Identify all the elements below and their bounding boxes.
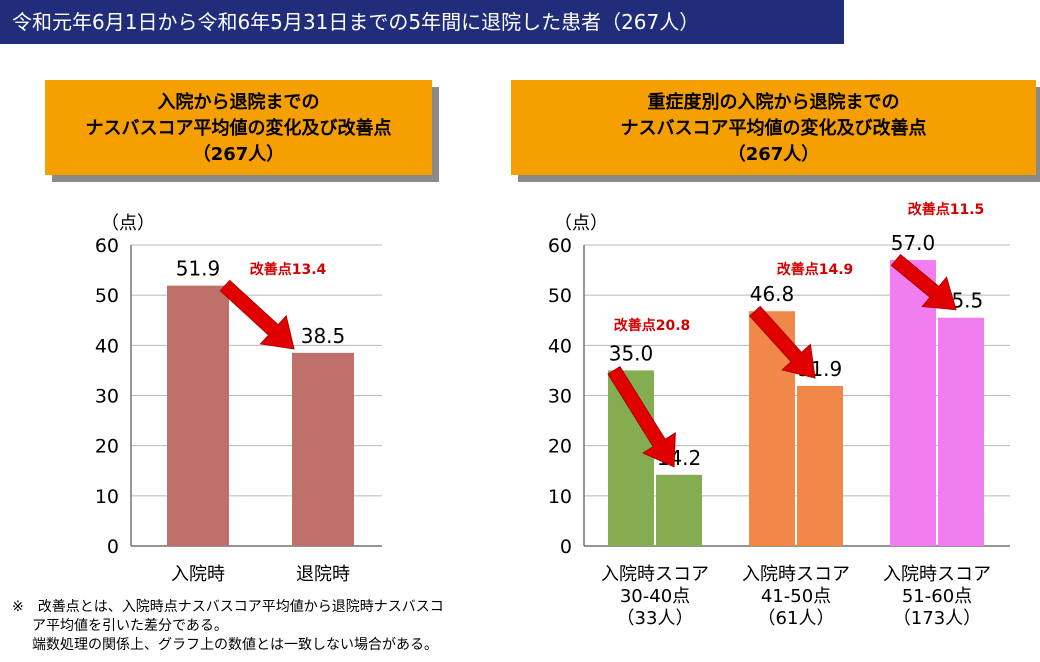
right-ytick-label: 0 — [560, 536, 572, 558]
left-title-line1: 入院から退院までの — [157, 92, 320, 113]
right-bar-group2-discharge — [797, 385, 843, 546]
right-category-label-line: （61人） — [758, 608, 835, 629]
right-ytick-label: 20 — [548, 436, 572, 458]
left-ytick-label: 30 — [95, 386, 119, 408]
left-bar-data-label: 38.5 — [301, 324, 346, 348]
footnote-line2: ア平均値を引いた差分である。 — [32, 618, 228, 634]
left-ytick-label: 60 — [95, 235, 119, 257]
right-category-label-line: （33人） — [617, 608, 694, 629]
right-chart-title-box: 重症度別の入院から退院までの ナスバスコア平均値の変化及び改善点 （267人） — [511, 80, 1036, 175]
left-chart-title-box: 入院から退院までの ナスバスコア平均値の変化及び改善点 （267人） — [45, 80, 432, 175]
right-title-line2: ナスバスコア平均値の変化及び改善点 — [620, 118, 927, 139]
right-ytick-label: 60 — [548, 235, 572, 257]
right-improvement-label: 改善点14.9 — [777, 261, 854, 278]
right-category-label-line: 入院時スコア — [742, 564, 850, 585]
page-title: 令和元年6月1日から令和6年5月31日までの5年間に退院した患者（267人） — [12, 10, 700, 34]
right-ytick-label: 10 — [548, 486, 572, 508]
right-bar-data-label: 46.8 — [750, 282, 795, 306]
right-bar-group3-admission — [890, 260, 936, 546]
right-bar-data-label: 35.0 — [609, 341, 654, 365]
left-title-line3: （267人） — [192, 144, 285, 165]
right-bar-group1-discharge — [656, 474, 702, 546]
right-ytick-label: 50 — [548, 285, 572, 307]
right-title-line1: 重症度別の入院から退院までの — [647, 92, 900, 113]
left-ytick-label: 0 — [107, 536, 119, 558]
left-bar-data-label: 51.9 — [176, 257, 221, 281]
right-bar-group3-discharge — [938, 317, 984, 546]
footnote-line1: ※ 改善点とは、入院時点ナスバスコア平均値から退院時ナスバスコ — [12, 599, 444, 615]
left-category-label: 退院時 — [296, 564, 350, 585]
right-improvement-label: 改善点20.8 — [614, 317, 691, 334]
left-improvement-label: 改善点13.4 — [250, 261, 327, 278]
left-ytick-label: 50 — [95, 285, 119, 307]
left-ylabel: （点） — [101, 213, 155, 234]
left-bar-入院時 — [167, 285, 229, 546]
right-improvement-arrow — [607, 366, 676, 468]
left-improvement-arrow — [219, 279, 295, 350]
right-category-label-line: 41-50点 — [761, 586, 831, 607]
right-ylabel: （点） — [554, 213, 608, 234]
left-category-label: 入院時 — [171, 564, 225, 585]
right-category-label-line: 51-60点 — [902, 586, 972, 607]
right-category-label-line: 30-40点 — [620, 586, 690, 607]
right-category-label-line: 入院時スコア — [601, 564, 709, 585]
right-improvement-arrow — [749, 305, 816, 379]
right-category-label-line: 入院時スコア — [883, 564, 991, 585]
right-category-label-line: （173人） — [893, 608, 981, 629]
right-ytick-label: 40 — [548, 335, 572, 357]
left-ytick-label: 10 — [95, 486, 119, 508]
right-title-line3: （267人） — [727, 144, 820, 165]
left-ytick-label: 20 — [95, 436, 119, 458]
right-improvement-label: 改善点11.5 — [908, 201, 985, 218]
left-ytick-label: 40 — [95, 335, 119, 357]
footnote: ※ 改善点とは、入院時点ナスバスコア平均値から退院時ナスバスコ ア平均値を引いた… — [12, 598, 444, 655]
left-title-line2: ナスバスコア平均値の変化及び改善点 — [85, 118, 392, 139]
page-header: 令和元年6月1日から令和6年5月31日までの5年間に退院した患者（267人） — [0, 0, 844, 44]
footnote-line3: 端数処理の関係上、グラフ上の数値とは一致しない場合がある。 — [32, 637, 438, 653]
right-improvement-arrow — [890, 253, 957, 311]
right-ytick-label: 30 — [548, 386, 572, 408]
left-bar-退院時 — [292, 352, 354, 546]
right-bar-data-label: 57.0 — [891, 231, 936, 255]
